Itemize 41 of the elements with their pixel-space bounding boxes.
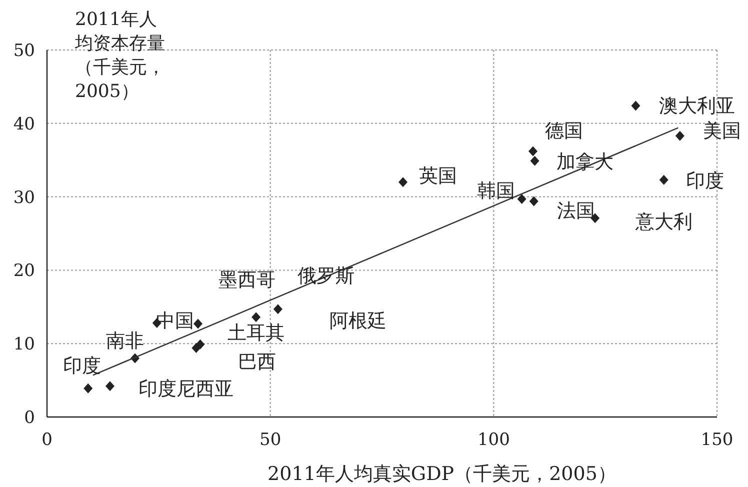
- annotation: 法国: [557, 200, 595, 222]
- point: [529, 196, 538, 206]
- point: [105, 381, 114, 392]
- annotation: 澳大利亚: [659, 95, 735, 117]
- y-tick-label: 30: [13, 188, 35, 208]
- x-tick-label: 150: [700, 430, 734, 450]
- annotation: 英国: [419, 165, 457, 187]
- annotation: 巴西: [238, 351, 276, 373]
- y-tick-label: 0: [24, 408, 35, 428]
- y-axis-title: 2011年人均资本存量（千美元，2005）: [74, 9, 165, 102]
- annotation: 印度: [686, 170, 724, 192]
- point: [273, 304, 282, 314]
- x-axis-title: 2011年人均真实GDP（千美元，2005）: [268, 463, 616, 485]
- point: [196, 339, 205, 350]
- point: [517, 194, 526, 204]
- point: [631, 100, 640, 111]
- point: [84, 383, 93, 394]
- annotation: 墨西哥: [218, 269, 276, 291]
- x-tick-label: 100: [477, 430, 510, 450]
- annotation: 南非: [106, 330, 144, 352]
- y-tick-label: 20: [13, 261, 35, 282]
- annotation: 美国: [703, 120, 741, 142]
- annotation: 意大利: [634, 211, 692, 233]
- point: [252, 312, 261, 322]
- point: [659, 174, 668, 185]
- y-tick-label: 50: [13, 41, 35, 61]
- annotation: 印度尼西亚: [138, 378, 234, 400]
- x-tick-label: 50: [260, 430, 282, 450]
- annotation: 阿根廷: [330, 310, 386, 332]
- point: [398, 177, 408, 188]
- point: [193, 318, 202, 329]
- point: [530, 156, 540, 166]
- y-tick-label: 40: [13, 114, 35, 134]
- annotation: 印度: [63, 355, 101, 377]
- x-tick-label: 0: [42, 430, 52, 450]
- point: [675, 130, 684, 141]
- annotation: 土耳其: [228, 322, 284, 344]
- annotation: 韩国: [477, 180, 515, 202]
- y-tick-label: 10: [13, 334, 35, 355]
- annotation: 德国: [545, 120, 583, 142]
- point: [528, 146, 538, 156]
